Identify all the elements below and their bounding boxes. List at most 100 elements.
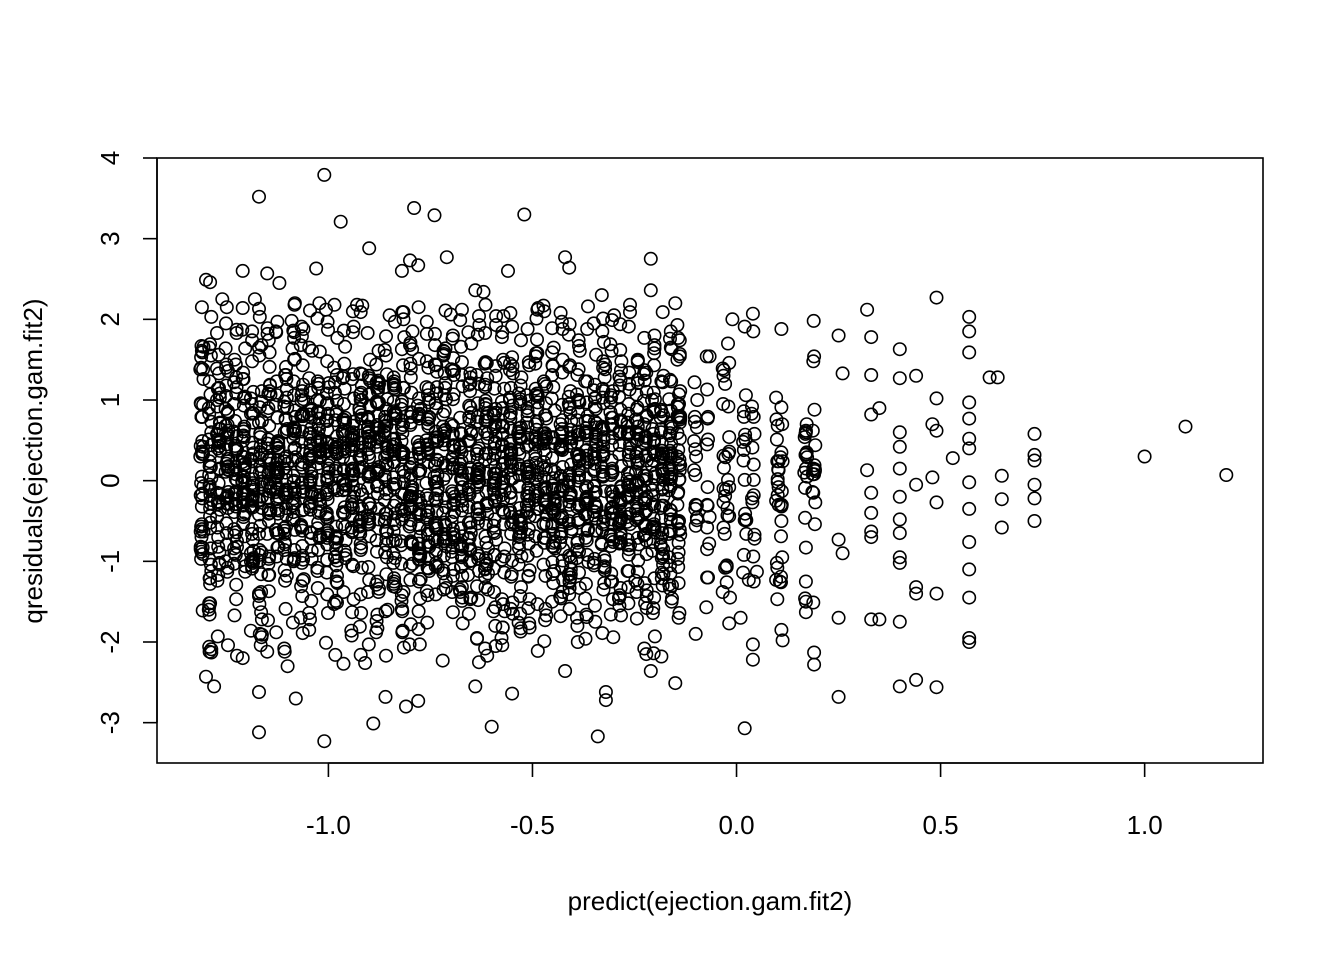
data-point	[670, 426, 685, 441]
data-point	[688, 626, 703, 641]
data-point	[892, 614, 907, 629]
data-point	[807, 402, 822, 417]
data-point	[860, 302, 875, 317]
data-point	[261, 452, 276, 467]
data-point	[620, 538, 635, 553]
data-point	[798, 540, 813, 555]
data-point	[260, 613, 275, 628]
data-point	[353, 443, 368, 458]
data-point	[639, 365, 654, 380]
data-point	[407, 201, 422, 216]
data-point	[631, 453, 646, 468]
data-point	[329, 558, 344, 573]
data-point	[962, 431, 977, 446]
data-point	[419, 326, 434, 341]
data-point	[453, 339, 468, 354]
data-point	[279, 483, 294, 498]
data-point	[252, 547, 267, 562]
data-point	[747, 531, 762, 546]
data-point	[545, 471, 560, 486]
data-point	[378, 329, 393, 344]
data-point	[774, 513, 789, 528]
data-point	[445, 605, 460, 620]
data-point	[512, 431, 527, 446]
data-point	[655, 480, 670, 495]
data-point	[403, 489, 418, 504]
data-point	[668, 676, 683, 691]
data-point	[286, 374, 301, 389]
data-point	[419, 314, 434, 329]
data-point	[612, 438, 627, 453]
data-point	[578, 591, 593, 606]
data-point	[227, 608, 242, 623]
data-point	[662, 372, 677, 387]
data-point	[962, 634, 977, 649]
data-point	[336, 584, 351, 599]
data-point	[295, 626, 310, 641]
data-point	[203, 337, 218, 352]
data-point	[647, 341, 662, 356]
data-point	[521, 569, 536, 584]
x-tick-label: -1.0	[306, 810, 351, 840]
data-point	[437, 437, 452, 452]
data-point	[402, 637, 417, 652]
data-point	[454, 367, 469, 382]
data-point	[807, 517, 822, 532]
data-point	[287, 442, 302, 457]
data-point	[736, 547, 751, 562]
data-point	[700, 382, 715, 397]
data-point	[569, 387, 584, 402]
data-point	[621, 596, 636, 611]
data-point	[470, 467, 485, 482]
data-point	[402, 559, 417, 574]
data-point	[598, 693, 613, 708]
data-point	[479, 535, 494, 550]
data-point	[716, 460, 731, 475]
data-point	[354, 560, 369, 575]
data-point	[587, 456, 602, 471]
data-point	[354, 378, 369, 393]
data-point	[872, 401, 887, 416]
data-point	[195, 446, 210, 461]
data-point	[487, 436, 502, 451]
data-point	[670, 400, 685, 415]
data-point	[288, 409, 303, 424]
data-point	[353, 587, 368, 602]
data-point	[369, 421, 384, 436]
data-point	[720, 472, 735, 487]
data-point	[279, 551, 294, 566]
data-point	[394, 593, 409, 608]
data-point	[295, 358, 310, 373]
data-point	[294, 503, 309, 518]
data-point	[447, 363, 462, 378]
data-point	[419, 354, 434, 369]
data-point	[294, 319, 309, 334]
data-point	[570, 535, 585, 550]
data-point	[346, 559, 361, 574]
data-point	[774, 484, 789, 499]
data-point	[454, 580, 469, 595]
data-point	[355, 298, 370, 313]
data-point	[513, 461, 528, 476]
data-point	[721, 446, 736, 461]
data-point	[722, 480, 737, 495]
data-point	[453, 461, 468, 476]
data-point	[194, 300, 209, 315]
data-point	[528, 529, 543, 544]
data-point	[672, 463, 687, 478]
data-point	[513, 588, 528, 603]
data-point	[519, 415, 534, 430]
data-point	[378, 604, 393, 619]
data-point	[495, 638, 510, 653]
data-point	[260, 526, 275, 541]
data-point	[403, 617, 418, 632]
data-point	[570, 618, 585, 633]
data-point	[487, 381, 502, 396]
data-point	[722, 590, 737, 605]
data-point	[775, 633, 790, 648]
data-point	[446, 387, 461, 402]
data-point	[268, 522, 283, 537]
data-point	[699, 349, 714, 364]
data-point	[487, 584, 502, 599]
data-point	[488, 415, 503, 430]
